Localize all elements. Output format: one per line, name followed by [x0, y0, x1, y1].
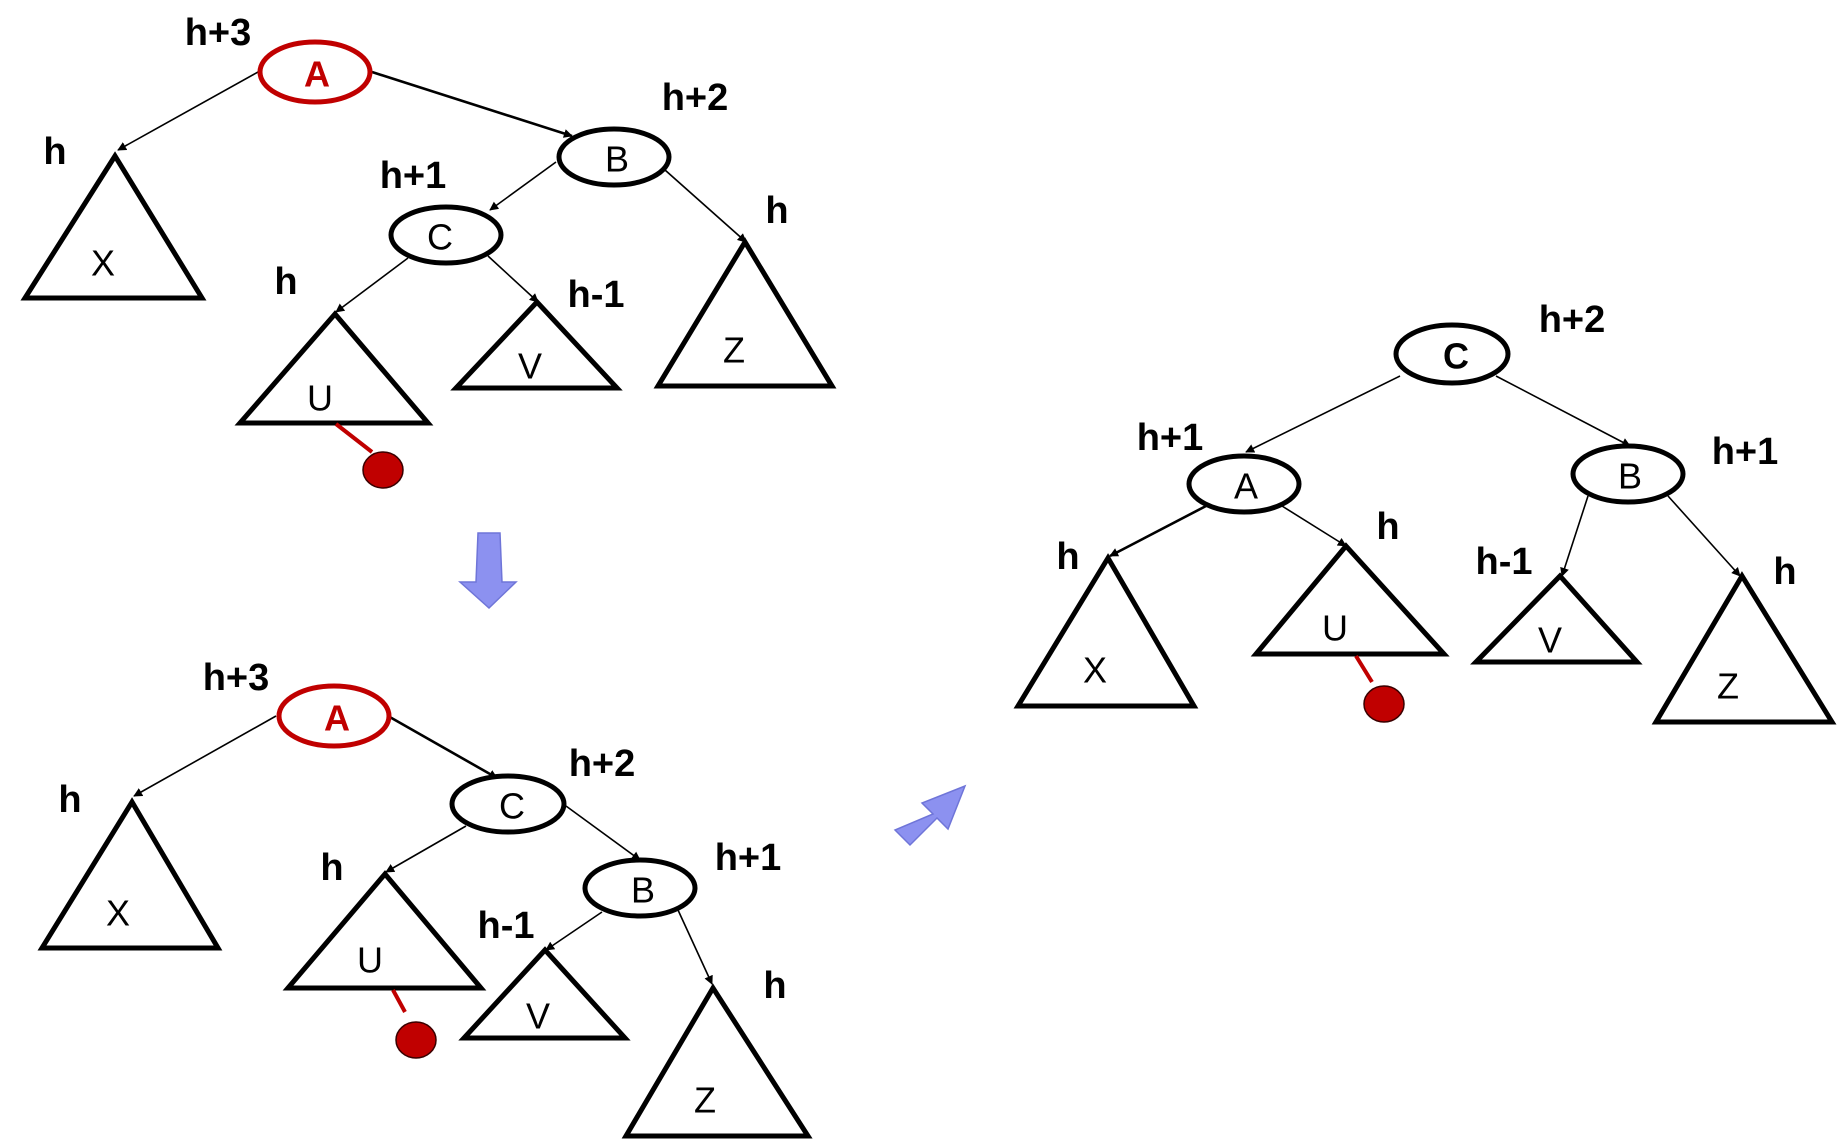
height-label-x: h [58, 779, 81, 821]
height-label-u: h [320, 847, 343, 889]
node-label: C [427, 217, 453, 258]
subtree-label: V [1538, 620, 1562, 661]
edge-c-u [385, 825, 467, 873]
height-label-v: h-1 [478, 905, 535, 947]
height-label-u: h [274, 261, 297, 303]
height-label-u: h [1376, 506, 1399, 548]
edge-c-b [1495, 375, 1631, 447]
subtree-label: Z [1717, 666, 1739, 707]
node-b: B [556, 126, 672, 188]
subtree-z: Z [621, 983, 813, 1139]
subtree-x: X [1013, 553, 1199, 709]
subtree-label: Z [723, 330, 745, 371]
edge-b-z [1667, 495, 1741, 577]
insert-link [1354, 654, 1374, 684]
height-label-b: h+1 [715, 837, 782, 879]
subtree-label: V [518, 346, 542, 387]
inserted-node-icon [362, 451, 404, 489]
tree-after-first-rotation: X U V Z A C B h+3 h+2 [37, 657, 813, 1139]
height-label-x: h [1056, 536, 1079, 578]
height-label-b: h+1 [1712, 431, 1779, 473]
edge-a-x [117, 71, 259, 151]
node-c: C [1393, 322, 1511, 386]
subtree-v: V [458, 946, 631, 1041]
edge-b-v [545, 911, 603, 951]
down-arrow-icon [458, 532, 518, 610]
subtree-label: U [357, 940, 383, 981]
subtree-u: U [282, 870, 487, 991]
height-label-b: h+2 [662, 77, 729, 119]
inserted-node-icon [395, 1021, 437, 1059]
height-label-v: h-1 [1476, 541, 1533, 583]
node-label: B [605, 139, 629, 180]
subtree-z: Z [1651, 571, 1837, 725]
edge-c-b [565, 805, 641, 861]
subtree-u: U [1250, 542, 1450, 657]
node-c: C [449, 773, 567, 835]
edge-a-c [387, 714, 498, 780]
subtree-u: U [234, 310, 434, 426]
edge-b-c [489, 161, 557, 211]
subtree-label: U [1322, 608, 1348, 649]
edge-c-a [1245, 375, 1401, 453]
tree-after-double-rotation: X U V Z C A B h+2 h+1 [1013, 299, 1837, 725]
subtree-label: X [106, 893, 130, 934]
subtree-label: V [526, 996, 550, 1037]
insert-link [391, 989, 407, 1013]
node-label: C [1443, 336, 1469, 377]
node-label: A [304, 54, 330, 95]
edge-b-z [677, 909, 713, 985]
edge-b-v [1560, 495, 1589, 577]
subtree-label: X [1083, 650, 1107, 691]
node-a: A [257, 39, 373, 105]
height-label-z: h [1773, 551, 1796, 593]
node-c: C [388, 204, 504, 266]
edge-b-z [655, 161, 747, 243]
subtree-v: V [1470, 572, 1643, 665]
height-label-c: h+2 [1539, 299, 1606, 341]
edge-c-u [335, 257, 409, 313]
height-label-c: h+1 [380, 155, 447, 197]
edge-a-x [1109, 504, 1207, 558]
height-label-z: h [763, 965, 786, 1007]
subtree-label: U [307, 378, 333, 419]
subtree-label: X [91, 243, 115, 284]
node-label: A [324, 698, 350, 739]
subtree-label: Z [694, 1080, 716, 1121]
subtree-x: X [37, 797, 223, 951]
node-a: A [276, 683, 392, 749]
edge-a-b [371, 70, 573, 138]
up-right-arrow-icon [893, 784, 967, 847]
edge-a-u [1281, 505, 1347, 547]
node-label: B [631, 870, 655, 911]
edge-c-v [487, 255, 539, 303]
node-label: A [1234, 466, 1258, 507]
height-label-a: h+3 [203, 657, 270, 699]
subtree-v: V [450, 298, 623, 391]
insert-link [334, 422, 374, 454]
height-label-x: h [43, 131, 66, 173]
height-label-z: h [765, 190, 788, 232]
height-label-c: h+2 [569, 743, 636, 785]
height-label-a: h+1 [1137, 417, 1204, 459]
tree-before-rotation: X U V Z A B C h+3 h+2 [20, 12, 837, 489]
height-label-v: h-1 [568, 274, 625, 316]
subtree-z: Z [653, 237, 837, 389]
inserted-node-icon [1363, 685, 1405, 723]
height-label-a: h+3 [185, 12, 252, 54]
node-a: A [1186, 453, 1302, 515]
node-label: B [1618, 456, 1642, 497]
node-b: B [582, 857, 698, 919]
node-label: C [499, 786, 525, 827]
subtree-x: X [20, 151, 207, 301]
edge-a-x [133, 715, 277, 797]
node-b: B [1570, 443, 1686, 505]
